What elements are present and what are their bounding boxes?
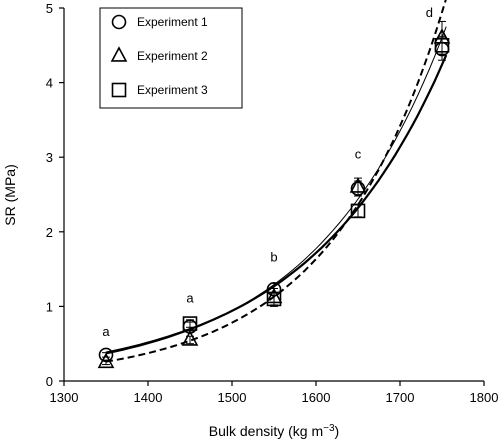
fit-line <box>105 54 448 354</box>
x-ticks: 1300 1400 1500 1600 1700 1800 <box>50 381 499 405</box>
y-tick-label: 2 <box>46 225 53 240</box>
triangle-marker <box>349 177 367 193</box>
x-tick-label: 1300 <box>50 390 79 405</box>
significance-letter: a <box>186 291 194 306</box>
x-tick-label: 1500 <box>218 390 247 405</box>
legend-label: Experiment 2 <box>137 49 208 63</box>
legend-items: Experiment 1 Experiment 2 Experiment 3 <box>110 14 208 98</box>
triangle-marker <box>97 352 115 369</box>
triangle-marker <box>181 330 199 346</box>
y-tick-label: 0 <box>46 374 53 389</box>
significance-letter: b <box>270 250 277 265</box>
legend-label: Experiment 1 <box>137 15 208 29</box>
x-tick-label: 1600 <box>302 390 331 405</box>
y-ticks: 0 1 2 3 4 5 <box>46 1 64 389</box>
legend-label: Experiment 3 <box>137 83 208 97</box>
x-tick-label: 1400 <box>134 390 163 405</box>
y-tick-label: 4 <box>46 76 53 91</box>
significance-letter: a <box>102 324 110 339</box>
x-axis-title: Bulk density (kg m−3) <box>209 423 339 440</box>
y-axis-title: SR (MPa) <box>2 164 18 225</box>
legend-circle-icon <box>111 14 127 30</box>
data-points <box>97 20 451 369</box>
x-tick-label: 1700 <box>386 390 415 405</box>
x-tick-label: 1800 <box>470 390 499 405</box>
legend-square-icon <box>111 82 127 98</box>
y-tick-label: 5 <box>46 1 53 16</box>
fit-line <box>105 0 447 363</box>
square-marker <box>266 291 282 307</box>
significance-annotations: a a b c d <box>102 5 433 339</box>
square-marker <box>350 203 366 219</box>
square-marker <box>434 37 450 53</box>
legend-triangle-icon <box>110 46 128 62</box>
x-axis-title-suffix: ) <box>335 423 340 439</box>
x-axis-title-exponent: −3 <box>323 423 335 434</box>
significance-letter: c <box>355 147 362 162</box>
x-axis-title-text: Bulk density (kg m <box>209 423 323 439</box>
legend: Experiment 1 Experiment 2 Experiment 3 <box>99 7 243 109</box>
significance-letter: d <box>426 5 433 20</box>
plot-area: 1300 1400 1500 1600 1700 1800 0 1 2 3 4 5 a a b c d <box>46 0 499 405</box>
square-marker <box>182 316 198 331</box>
y-tick-label: 3 <box>46 150 53 165</box>
y-tick-label: 1 <box>46 299 53 314</box>
